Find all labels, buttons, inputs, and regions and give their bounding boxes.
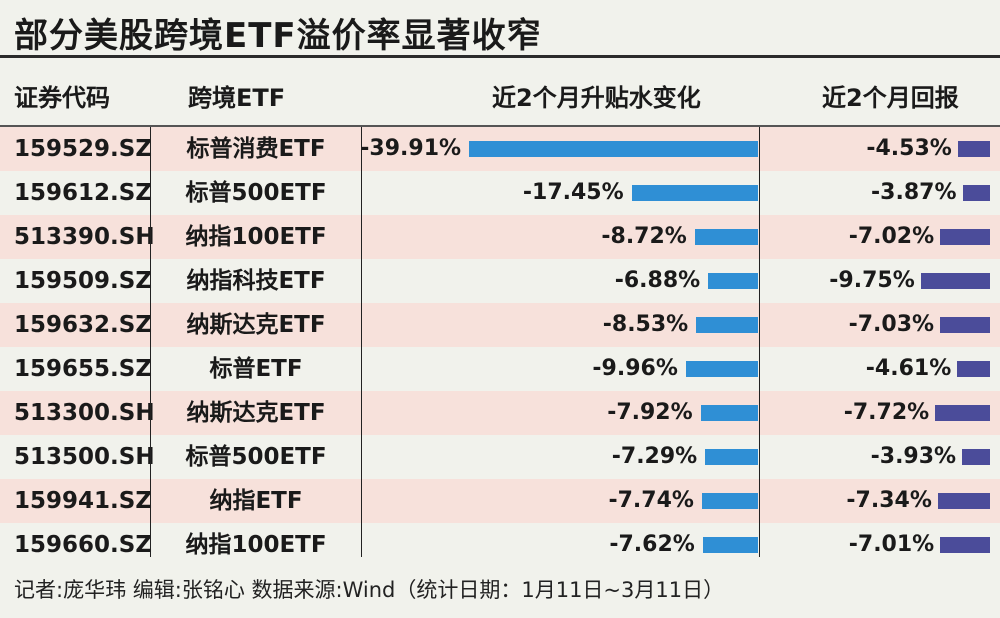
etf-name: 纳指科技ETF: [186, 268, 326, 294]
table-row: 513500.SH 标普500ETF -7.29% -3.93%: [0, 435, 1000, 479]
title-rule: [0, 55, 1000, 58]
return-label: -3.87%: [871, 180, 957, 205]
table-row: 159655.SZ 标普ETF -9.96% -4.61%: [0, 347, 1000, 391]
table-row: 159941.SZ 纳指ETF -7.74% -7.34%: [0, 479, 1000, 523]
etf-name: 纳斯达克ETF: [186, 312, 326, 338]
return-bar: [920, 273, 990, 289]
etf-code: 159529.SZ: [14, 136, 152, 162]
etf-name: 标普消费ETF: [186, 136, 326, 162]
etf-name: 纳指100ETF: [185, 532, 327, 558]
premium-change-bar: [685, 361, 758, 377]
return-bar: [940, 229, 990, 245]
etf-name: 标普500ETF: [185, 444, 327, 470]
premium-change-label: -6.88%: [614, 268, 701, 293]
premium-change-label: -9.96%: [592, 356, 678, 381]
etf-name: 纳指ETF: [209, 488, 303, 514]
table-row: 159509.SZ 纳指科技ETF -6.88% -9.75%: [0, 259, 1000, 303]
table-row: 513390.SH 纳指100ETF -8.72% -7.02%: [0, 215, 1000, 259]
column-divider: [361, 127, 362, 557]
return-bar: [940, 537, 990, 553]
table-row: 159632.SZ 纳斯达克ETF -8.53% -7.03%: [0, 303, 1000, 347]
premium-change-bar: [700, 405, 758, 421]
premium-change-label: -7.62%: [609, 532, 695, 557]
table-row: 159612.SZ 标普500ETF -17.45% -3.87%: [0, 171, 1000, 215]
return-label: -9.75%: [829, 268, 915, 293]
return-bar: [940, 317, 990, 333]
premium-change-bar: [702, 537, 758, 553]
etf-name: 标普ETF: [209, 356, 303, 382]
return-bar: [937, 493, 990, 509]
etf-code: 159655.SZ: [14, 356, 152, 382]
premium-change-bar: [705, 449, 758, 465]
premium-change-bar: [694, 229, 758, 245]
etf-code: 513500.SH: [14, 444, 155, 470]
premium-change-label: -7.29%: [611, 444, 698, 469]
etf-name: 纳斯达克ETF: [186, 400, 326, 426]
etf-code: 159941.SZ: [14, 488, 152, 514]
table-row: 159660.SZ 纳指100ETF -7.62% -7.01%: [0, 523, 1000, 567]
table-row: 159529.SZ 标普消费ETF -39.91% -4.53%: [0, 127, 1000, 171]
header-rule: [0, 125, 1000, 127]
return-label: -7.01%: [848, 532, 935, 557]
premium-change-label: -17.45%: [522, 180, 624, 205]
header-return: 近2个月回报: [822, 84, 959, 112]
return-bar: [962, 185, 990, 201]
premium-change-bar: [631, 185, 758, 201]
etf-name: 标普500ETF: [185, 180, 327, 206]
return-label: -7.34%: [846, 488, 932, 513]
chart-title: 部分美股跨境ETF溢价率显著收窄: [14, 16, 542, 56]
return-label: -7.03%: [848, 312, 935, 337]
premium-change-label: -39.91%: [360, 136, 462, 161]
return-label: -4.53%: [866, 136, 952, 161]
premium-change-bar: [708, 273, 758, 289]
header-premium-change: 近2个月升贴水变化: [492, 84, 701, 112]
return-label: -4.61%: [865, 356, 952, 381]
column-divider: [150, 127, 151, 557]
etf-code: 159612.SZ: [14, 180, 152, 206]
table-row: 513300.SH 纳斯达克ETF -7.92% -7.72%: [0, 391, 1000, 435]
etf-code: 513390.SH: [14, 224, 155, 250]
header-code: 证券代码: [14, 84, 110, 112]
footer-credits: 记者:庞华玮 编辑:张铭心 数据来源:Wind（统计日期：1月11日~3月11日…: [14, 578, 725, 602]
return-bar: [962, 449, 990, 465]
return-bar: [935, 405, 990, 421]
etf-code: 159509.SZ: [14, 268, 152, 294]
premium-change-bar: [696, 317, 758, 333]
premium-change-label: -7.74%: [608, 488, 694, 513]
etf-code: 159660.SZ: [14, 532, 152, 558]
premium-change-bar: [469, 141, 758, 157]
return-label: -7.02%: [848, 224, 935, 249]
premium-change-label: -8.53%: [602, 312, 689, 337]
header-name: 跨境ETF: [188, 84, 286, 112]
premium-change-bar: [701, 493, 758, 509]
premium-change-label: -7.92%: [607, 400, 693, 425]
column-divider: [759, 127, 760, 557]
etf-code: 159632.SZ: [14, 312, 152, 338]
etf-code: 513300.SH: [14, 400, 155, 426]
return-bar: [957, 361, 990, 377]
return-label: -3.93%: [870, 444, 957, 469]
return-label: -7.72%: [843, 400, 930, 425]
etf-name: 纳指100ETF: [185, 224, 327, 250]
premium-change-label: -8.72%: [601, 224, 687, 249]
return-bar: [957, 141, 990, 157]
